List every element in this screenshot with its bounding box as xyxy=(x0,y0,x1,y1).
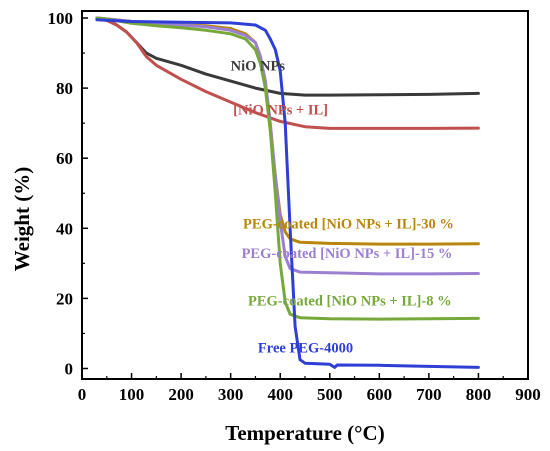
series-line-2 xyxy=(95,16,480,246)
series-label-3: PEG-coated [NiO NPs + IL]-15 % xyxy=(242,246,453,262)
x-tick-label: 600 xyxy=(367,385,393,404)
y-tick-label: 40 xyxy=(56,219,73,238)
x-tick-label: 700 xyxy=(416,385,442,404)
series-line-1 xyxy=(95,16,480,130)
plot-border xyxy=(81,10,529,380)
series-line-4 xyxy=(95,16,480,321)
series-line-0 xyxy=(95,16,480,97)
plot-frame xyxy=(81,10,529,380)
x-tick-label: 500 xyxy=(317,385,343,404)
x-tick-label: 400 xyxy=(267,385,293,404)
series-line-5 xyxy=(95,18,480,369)
x-tick-label: 100 xyxy=(119,385,145,404)
series-label-4: PEG-coated [NiO NPs + IL]-8 % xyxy=(248,293,452,309)
y-tick-label: 0 xyxy=(65,359,74,378)
series-layer xyxy=(95,16,480,369)
labels-layer: NiO NPs [NiO NPs + IL] PEG-coated [NiO NPs… xyxy=(231,59,454,357)
x-tick-label: 300 xyxy=(218,385,244,404)
x-tick-label: 0 xyxy=(78,385,87,404)
y-tick-label: 100 xyxy=(48,9,74,28)
series-label-0: NiO NPs xyxy=(231,59,286,75)
y-tick-label: 80 xyxy=(56,79,73,98)
x-tick-label: 900 xyxy=(515,385,541,404)
ticks-layer: 0 100 200 300 400 500 600 700 800 900 0 20 40 60 80 100 xyxy=(48,9,541,404)
series-label-5: Free PEG-4000 xyxy=(258,341,353,357)
x-tick-label: 800 xyxy=(466,385,492,404)
x-axis-title: Temperature (°C) xyxy=(225,421,384,445)
y-axis-title: Weight (%) xyxy=(10,167,34,271)
x-tick-label: 200 xyxy=(168,385,194,404)
series-label-2: PEG-coated [NiO NPs + IL]-30 % xyxy=(243,216,454,232)
y-tick-label: 20 xyxy=(56,289,73,308)
y-tick-label: 60 xyxy=(56,149,73,168)
series-label-1: [NiO NPs + IL] xyxy=(233,102,328,118)
